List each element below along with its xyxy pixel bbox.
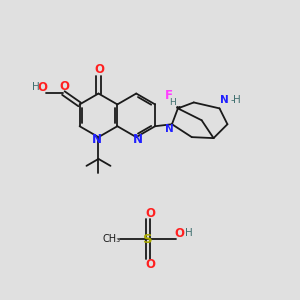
Text: O: O [145,258,155,272]
Text: F: F [165,89,173,102]
Text: O: O [38,81,48,94]
Text: O: O [145,207,155,220]
Text: N: N [133,133,143,146]
Text: O: O [175,227,185,240]
Text: H: H [185,228,193,238]
Text: N: N [220,95,229,106]
Text: H: H [32,82,40,92]
Text: O: O [59,80,69,93]
Text: H: H [233,95,241,106]
Text: O: O [94,63,104,76]
Text: -: - [231,95,234,106]
Text: N: N [165,124,173,134]
Text: H: H [169,98,176,107]
Text: N: N [92,133,101,146]
Text: CH₃: CH₃ [102,234,120,244]
Text: S: S [143,233,153,246]
